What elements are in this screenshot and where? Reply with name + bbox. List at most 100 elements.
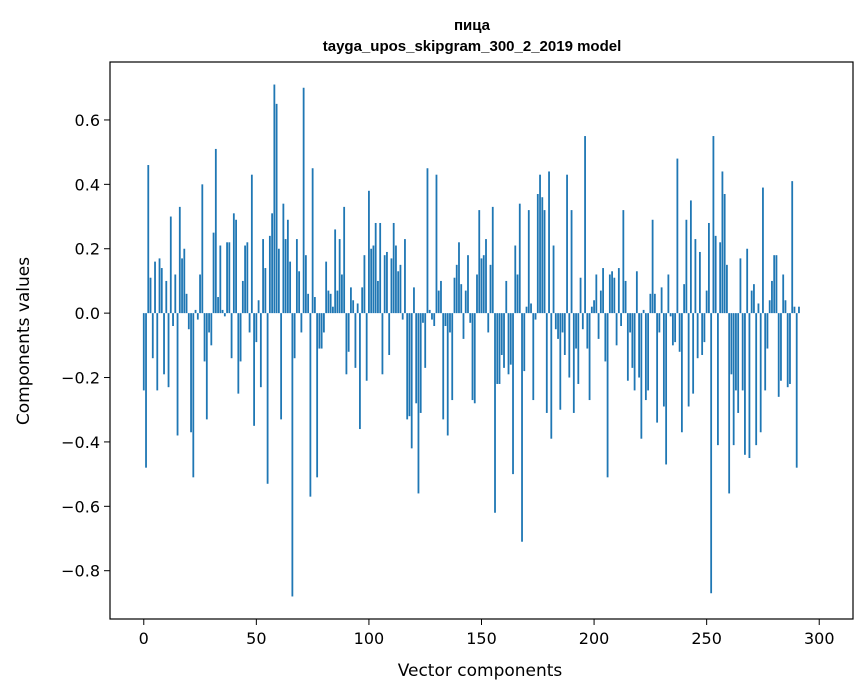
- bar: [653, 293, 656, 314]
- bar: [160, 268, 163, 314]
- bar: [732, 313, 735, 446]
- bar: [651, 219, 654, 314]
- bar: [757, 303, 760, 314]
- bar: [221, 309, 224, 314]
- bar: [264, 268, 267, 314]
- bar: [631, 313, 634, 368]
- bar: [626, 313, 629, 381]
- x-tick-label: 150: [466, 629, 497, 648]
- bar: [604, 313, 607, 362]
- bar: [464, 290, 467, 314]
- bar: [370, 248, 373, 314]
- bar: [356, 303, 359, 314]
- bar: [696, 313, 699, 359]
- bar: [728, 313, 731, 494]
- bar: [642, 309, 645, 314]
- bar: [295, 239, 298, 314]
- bar: [413, 287, 415, 314]
- bar: [791, 181, 794, 314]
- bar: [322, 313, 325, 333]
- y-axis-ticks: −0.8 −0.6 −0.4 −0.2 0.0 0.2 0.4 0.6: [61, 111, 110, 581]
- bar: [669, 313, 672, 317]
- bar: [689, 200, 692, 314]
- bar: [395, 245, 397, 314]
- bar: [795, 313, 798, 468]
- bar: [737, 313, 740, 413]
- bar: [440, 280, 442, 314]
- bar: [435, 174, 438, 314]
- bar: [277, 248, 280, 314]
- bar: [237, 313, 240, 394]
- bar: [611, 271, 613, 314]
- bar: [433, 313, 436, 327]
- bar: [383, 255, 386, 314]
- bar: [320, 313, 323, 349]
- bar: [469, 313, 472, 323]
- bar: [460, 284, 463, 314]
- bar: [325, 261, 328, 314]
- bar: [703, 313, 706, 343]
- bar: [507, 313, 510, 375]
- bar: [500, 313, 503, 355]
- bar: [399, 264, 402, 314]
- bar: [282, 203, 285, 314]
- bar: [453, 277, 456, 314]
- bar: [687, 313, 690, 407]
- bar: [750, 290, 753, 314]
- bar: [419, 313, 422, 413]
- bar: [782, 274, 785, 314]
- x-tick-label: 200: [579, 629, 610, 648]
- bar: [584, 136, 586, 314]
- bar: [212, 232, 215, 314]
- bar: [579, 277, 582, 314]
- bar: [142, 313, 145, 391]
- y-axis-label: Components values: [14, 257, 34, 425]
- bar: [307, 293, 310, 314]
- bar: [467, 255, 469, 314]
- y-tick-label: −0.8: [61, 562, 100, 581]
- bar: [793, 306, 796, 314]
- bar: [671, 313, 674, 346]
- bar: [527, 210, 530, 314]
- bar: [217, 297, 219, 314]
- y-tick-label: 0.2: [75, 240, 100, 259]
- bar: [178, 206, 181, 314]
- bar: [599, 290, 602, 314]
- bar: [593, 300, 595, 314]
- bar: [262, 239, 265, 314]
- bar: [255, 313, 258, 343]
- plot-frame: [109, 61, 854, 620]
- bar: [503, 313, 505, 368]
- bar: [359, 313, 361, 430]
- bar: [471, 313, 474, 401]
- bar: [176, 313, 179, 436]
- bar: [485, 239, 487, 314]
- bar: [476, 274, 478, 314]
- bar: [780, 313, 782, 381]
- bar: [361, 287, 364, 314]
- bar: [708, 222, 710, 314]
- bar: [316, 313, 319, 478]
- bar: [595, 274, 598, 314]
- bar: [764, 313, 767, 391]
- bar: [766, 313, 769, 349]
- bar: [422, 313, 424, 323]
- bar: [557, 313, 559, 339]
- bar: [145, 313, 147, 468]
- bar: [174, 274, 177, 314]
- y-tick-label: 0.4: [75, 175, 100, 194]
- bar: [246, 242, 249, 314]
- bar: [608, 274, 611, 314]
- bar: [559, 313, 562, 410]
- y-tick-label: 0.6: [75, 111, 100, 130]
- bar: [478, 210, 481, 314]
- bar: [491, 206, 494, 314]
- bar: [311, 168, 314, 314]
- bar: [692, 313, 695, 394]
- bar: [512, 313, 514, 475]
- bar: [536, 194, 539, 314]
- bar: [685, 219, 688, 314]
- x-tick-label: 0: [139, 629, 149, 648]
- bar: [678, 313, 681, 352]
- bar: [660, 287, 663, 314]
